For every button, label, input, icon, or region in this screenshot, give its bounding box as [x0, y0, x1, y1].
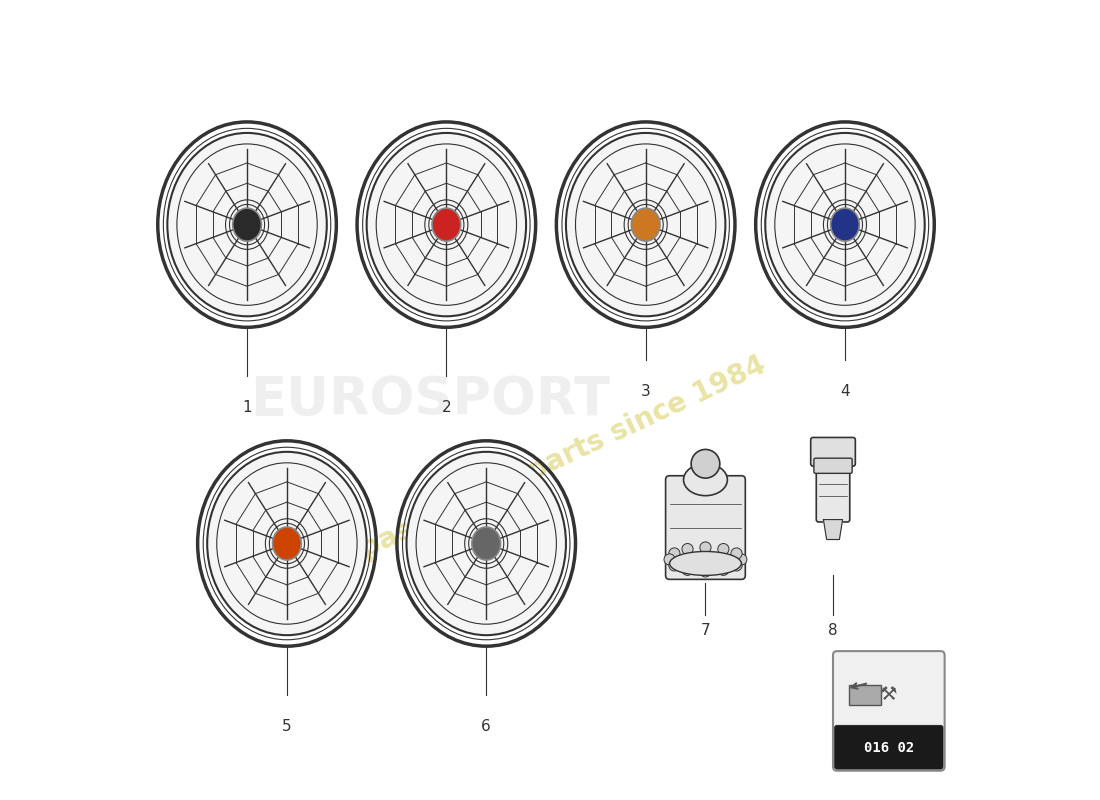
FancyBboxPatch shape	[811, 438, 856, 466]
Circle shape	[700, 566, 711, 577]
Text: EUROSPORT: EUROSPORT	[251, 374, 611, 426]
Circle shape	[669, 560, 680, 571]
Ellipse shape	[366, 133, 526, 316]
Ellipse shape	[565, 133, 725, 316]
Ellipse shape	[233, 208, 262, 241]
Text: 1: 1	[242, 400, 252, 415]
Text: 3: 3	[641, 384, 650, 399]
Text: 4: 4	[840, 384, 850, 399]
Circle shape	[730, 548, 743, 559]
Text: 016 02: 016 02	[864, 741, 914, 754]
Circle shape	[691, 450, 719, 478]
Ellipse shape	[631, 208, 660, 241]
Text: 7: 7	[701, 623, 711, 638]
FancyBboxPatch shape	[835, 726, 943, 769]
FancyBboxPatch shape	[814, 458, 852, 474]
FancyBboxPatch shape	[833, 651, 945, 770]
Text: ⚒: ⚒	[880, 685, 898, 704]
Ellipse shape	[472, 527, 500, 560]
Text: a passion for parts since 1984: a passion for parts since 1984	[330, 351, 770, 576]
Text: 6: 6	[482, 719, 491, 734]
Circle shape	[736, 554, 747, 565]
Ellipse shape	[407, 452, 565, 635]
Circle shape	[718, 564, 729, 575]
Ellipse shape	[683, 464, 727, 496]
Circle shape	[682, 564, 693, 575]
Ellipse shape	[670, 551, 741, 575]
Circle shape	[664, 554, 675, 565]
FancyBboxPatch shape	[816, 454, 850, 522]
Ellipse shape	[432, 208, 461, 241]
Ellipse shape	[167, 133, 327, 316]
Text: 5: 5	[282, 719, 292, 734]
Circle shape	[730, 560, 743, 571]
Ellipse shape	[830, 208, 859, 241]
Ellipse shape	[766, 133, 925, 316]
Ellipse shape	[207, 452, 366, 635]
FancyBboxPatch shape	[849, 686, 881, 706]
Text: 2: 2	[441, 400, 451, 415]
Circle shape	[669, 548, 680, 559]
Circle shape	[718, 543, 729, 554]
Ellipse shape	[273, 527, 301, 560]
Text: 8: 8	[828, 623, 838, 638]
Circle shape	[682, 543, 693, 554]
Polygon shape	[824, 519, 843, 539]
Circle shape	[700, 542, 711, 553]
FancyBboxPatch shape	[666, 476, 746, 579]
